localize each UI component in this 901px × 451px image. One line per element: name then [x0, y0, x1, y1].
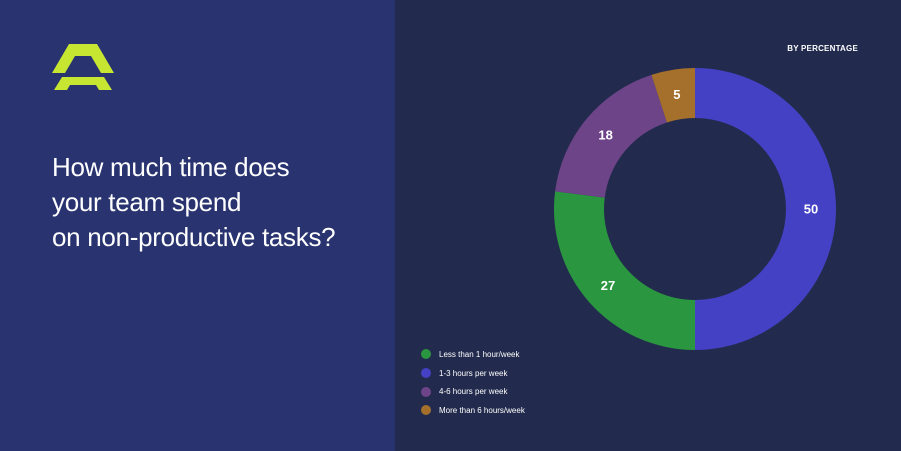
donut-data-label: 18	[598, 128, 612, 143]
logo-icon	[52, 44, 114, 90]
logo-shape	[52, 44, 114, 90]
legend-swatch	[421, 386, 431, 397]
donut-slice	[695, 68, 836, 350]
legend-item: 1-3 hours per week	[421, 364, 525, 383]
headline-line-3: on non-productive tasks?	[52, 222, 336, 252]
headline-line-2: your team spend	[52, 187, 242, 217]
donut-slice	[651, 68, 695, 123]
legend-swatch	[421, 368, 431, 379]
chart-subtitle: BY PERCENTAGE	[787, 44, 858, 53]
donut-data-labels: 50 27 18 5	[598, 87, 818, 293]
donut-slices	[553, 68, 836, 350]
legend-swatch	[421, 405, 431, 416]
legend-label: 4-6 hours per week	[439, 387, 508, 397]
left-panel	[0, 0, 395, 451]
chart-legend: Less than 1 hour/week 1-3 hours per week…	[421, 345, 525, 420]
legend-label: 1-3 hours per week	[439, 368, 508, 378]
legend-item: More than 6 hours/week	[421, 401, 525, 420]
legend-item: Less than 1 hour/week	[421, 345, 525, 364]
donut-slice	[553, 191, 695, 350]
donut-slice	[555, 74, 667, 198]
donut-data-label: 27	[601, 278, 615, 293]
legend-label: Less than 1 hour/week	[439, 349, 520, 359]
headline-line-1: How much time does	[52, 152, 290, 182]
legend-label: More than 6 hours/week	[439, 405, 525, 415]
donut-data-label: 50	[804, 202, 818, 217]
legend-item: 4-6 hours per week	[421, 382, 525, 401]
headline: How much time does your team spend on no…	[52, 150, 382, 255]
donut-data-label: 5	[673, 87, 680, 102]
legend-swatch	[421, 349, 431, 360]
